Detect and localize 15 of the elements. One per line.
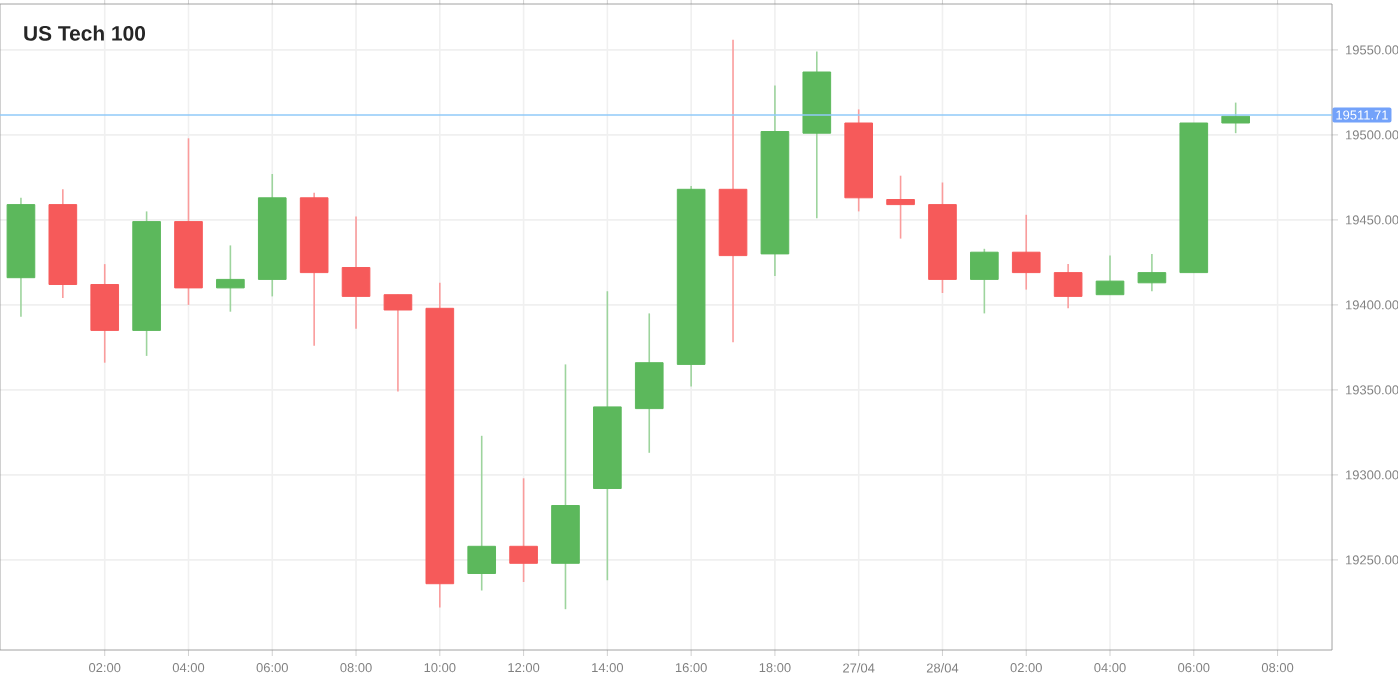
candlestick [509, 477, 538, 583]
candlestick [90, 263, 120, 364]
candlestick [886, 174, 915, 240]
candlestick [1053, 263, 1083, 310]
candlestick [467, 435, 497, 592]
candlestick [634, 312, 664, 454]
candlestick [1011, 214, 1041, 291]
candlestick [1221, 101, 1250, 134]
candlestick [1095, 254, 1125, 296]
candlestick [1137, 253, 1167, 293]
text: US Tech 100 [24, 25, 146, 41]
candlestick [216, 244, 245, 313]
candlestick [383, 293, 413, 393]
candlestick [970, 248, 999, 315]
candlestick [341, 215, 371, 330]
